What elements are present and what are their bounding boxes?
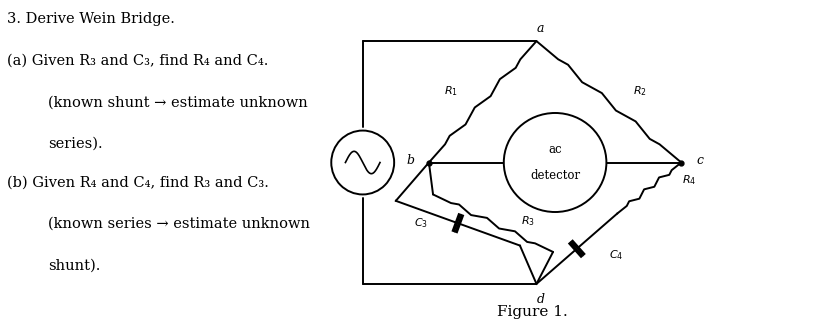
Text: (b) Given R₄ and C₄, find R₃ and C₃.: (b) Given R₄ and C₄, find R₃ and C₃.	[7, 175, 269, 189]
Text: a: a	[536, 22, 545, 35]
Text: $R_3$: $R_3$	[521, 215, 535, 228]
Text: series).: series).	[48, 137, 103, 151]
Text: $R_1$: $R_1$	[444, 84, 458, 98]
Text: b: b	[407, 154, 415, 167]
Text: (known series → estimate unknown: (known series → estimate unknown	[48, 217, 310, 231]
Text: c: c	[696, 154, 703, 167]
Text: $R_4$: $R_4$	[681, 173, 696, 187]
Text: shunt).: shunt).	[48, 258, 101, 272]
Text: Figure 1.: Figure 1.	[497, 305, 568, 319]
Text: detector: detector	[530, 169, 580, 182]
Text: (a) Given R₃ and C₃, find R₄ and C₄.: (a) Given R₃ and C₃, find R₄ and C₄.	[7, 54, 268, 68]
Text: $C_4$: $C_4$	[610, 248, 624, 262]
Ellipse shape	[504, 113, 606, 212]
Text: $R_2$: $R_2$	[633, 84, 647, 98]
Ellipse shape	[332, 131, 394, 194]
Text: (known shunt → estimate unknown: (known shunt → estimate unknown	[48, 96, 308, 110]
Text: d: d	[536, 293, 545, 306]
Text: ac: ac	[548, 143, 562, 156]
Text: $C_3$: $C_3$	[414, 216, 427, 230]
Text: 3. Derive Wein Bridge.: 3. Derive Wein Bridge.	[7, 12, 175, 26]
